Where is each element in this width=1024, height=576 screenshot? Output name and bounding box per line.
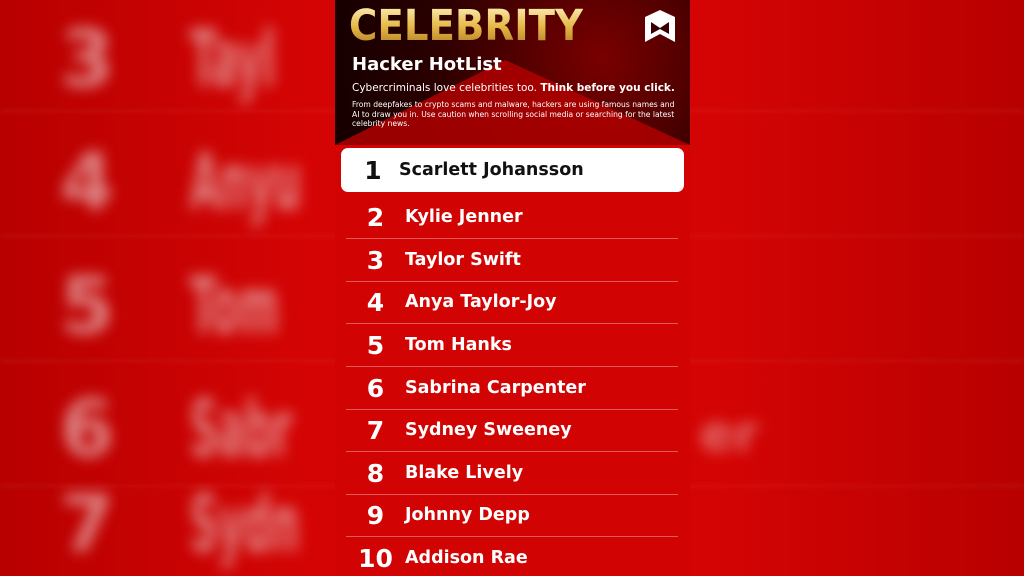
celebrity-name: Sabrina Carpenter — [405, 378, 586, 398]
list-item: 7 Sydney Sweeney — [346, 409, 678, 452]
celebrity-name: Anya Taylor-Joy — [405, 292, 557, 312]
hotlist-panel: CELEBRITY Hacker HotList Cybercriminals … — [335, 0, 690, 576]
celebrity-name: Blake Lively — [405, 463, 524, 483]
mcafee-shield-icon — [645, 10, 675, 42]
blurred-row: 5 Tom — [60, 262, 279, 352]
blurred-row: 3 Tayl — [60, 15, 276, 105]
list-item: 6 Sabrina Carpenter — [346, 367, 678, 410]
title: CELEBRITY — [349, 1, 584, 51]
description: From deepfakes to crypto scams and malwa… — [352, 100, 675, 128]
list-item: 1 Scarlett Johansson — [341, 148, 684, 192]
celebrity-name: Tom Hanks — [405, 335, 512, 355]
rank-number: 3 — [366, 245, 385, 275]
celebrity-name: Taylor Swift — [405, 250, 521, 270]
list-item: 9 Johnny Depp — [346, 494, 678, 537]
blurred-row: 6 Sabr — [60, 385, 292, 475]
celebrity-name: Johnny Depp — [405, 505, 530, 525]
rank-number: 7 — [366, 415, 385, 445]
celebrity-name: Addison Rae — [405, 548, 528, 568]
rank-number: 8 — [366, 458, 385, 488]
rank-number: 10 — [358, 543, 393, 573]
blurred-row: 7 Sydn — [60, 480, 300, 570]
list-item: 2 Kylie Jenner — [346, 196, 678, 239]
celebrity-name: Scarlett Johansson — [399, 160, 584, 180]
header-banner: CELEBRITY Hacker HotList Cybercriminals … — [335, 0, 690, 145]
tagline: Cybercriminals love celebrities too. Thi… — [352, 82, 675, 94]
blurred-row: 4 Anyu — [60, 138, 302, 228]
celebrity-name: Kylie Jenner — [405, 207, 523, 227]
celebrity-name: Sydney Sweeney — [405, 420, 572, 440]
list-item: 5 Tom Hanks — [346, 324, 678, 367]
rank-number: 2 — [366, 202, 385, 232]
list-item: 4 Anya Taylor-Joy — [346, 281, 678, 324]
blurred-text: er — [700, 405, 759, 463]
rank-number: 6 — [366, 373, 385, 403]
list-item: 8 Blake Lively — [346, 452, 678, 495]
list-item: 3 Taylor Swift — [346, 239, 678, 282]
rank-number: 4 — [366, 287, 385, 317]
rank-number: 5 — [366, 330, 385, 360]
list-item: 10 Addison Rae — [346, 537, 678, 576]
subtitle: Hacker HotList — [352, 54, 502, 75]
rank-number: 1 — [364, 155, 382, 185]
rank-number: 9 — [366, 500, 385, 530]
